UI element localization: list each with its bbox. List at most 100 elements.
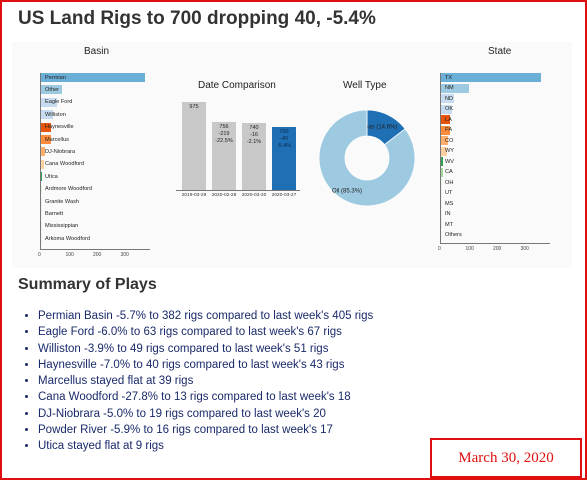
chart-row: WY — [440, 146, 550, 156]
chart-row: Barnett — [40, 209, 150, 219]
date-comparison-chart: 975 2019-03-29 756 -219 -22.5% 2020-02-28 740-… — [176, 100, 300, 198]
data-label-line: -22.5% — [215, 137, 233, 144]
data-label-line: -16 — [250, 132, 258, 139]
chart-row: Williston — [40, 110, 150, 120]
chart-row: MS — [440, 199, 550, 208]
chart-bar — [440, 157, 444, 166]
chart-bar — [440, 199, 442, 208]
category-label: Permian — [45, 74, 66, 81]
chart-bar — [40, 85, 62, 95]
category-label: MS — [445, 200, 454, 207]
tick-label: 0 — [438, 246, 441, 252]
category-label: 2020-03-20 — [241, 193, 267, 198]
category-label: OK — [445, 106, 454, 112]
x-axis — [40, 248, 150, 250]
category-label: WV — [445, 158, 455, 165]
chart-bar — [440, 94, 455, 103]
category-label: OH — [445, 179, 454, 186]
chart-row: Permian — [40, 73, 150, 82]
chart-row: DJ-Niobrara — [40, 147, 150, 157]
data-label-line: 975 — [189, 104, 199, 111]
category-label: Eagle Ford — [45, 99, 73, 106]
chart-row: WV — [440, 157, 550, 166]
category-label: Mississippian — [45, 223, 79, 230]
category-label: Ardmore Woodford — [45, 186, 93, 193]
category-label: Marcellus — [45, 136, 69, 143]
category-label: Granite Wash — [45, 198, 79, 205]
chart-row: MT — [440, 220, 550, 229]
category-label: TX — [445, 74, 453, 81]
chart-row: OH — [440, 178, 550, 187]
chart-row: Eagle Ford — [40, 97, 150, 107]
data-label: 975 — [182, 104, 206, 111]
chart-bar — [40, 221, 42, 231]
tick-label: 300 — [120, 251, 129, 258]
chart-bar — [40, 159, 44, 169]
list-item: Marcellus stayed flat at 39 rigs — [38, 373, 468, 389]
basin-chart-title: Basin — [84, 46, 110, 57]
data-label-line: -2.1% — [246, 139, 262, 146]
category-label: CA — [445, 169, 453, 175]
chart-bar — [440, 230, 442, 240]
chart-row: Granite Wash — [40, 197, 150, 206]
chart-row: TX — [440, 73, 550, 82]
category-label: Utica — [45, 173, 58, 180]
y-axis — [40, 73, 41, 249]
chart-row: NM — [440, 83, 550, 93]
chart-bar — [242, 123, 266, 190]
chart-bar — [40, 135, 51, 144]
category-label: IN — [445, 211, 451, 217]
slice-label: Gas (14.6%) — [364, 125, 398, 131]
category-label: Cana Woodford — [45, 161, 85, 168]
chart-bar — [40, 197, 42, 206]
slice-label: Oil (85.3%) — [332, 188, 362, 194]
data-label-line: 700 — [279, 129, 289, 135]
list-item: Cana Woodford -27.8% to 13 rigs compared… — [38, 389, 468, 405]
chart-bar — [40, 147, 46, 157]
chart-row: Utica — [40, 172, 150, 182]
date-stamp: March 30, 2020 — [430, 438, 582, 478]
chart-bar — [440, 83, 469, 93]
category-label: WY — [445, 148, 455, 154]
chart-row: Marcellus — [40, 135, 150, 144]
chart-row: Mississippian — [40, 221, 150, 231]
pie-slice — [318, 109, 416, 207]
state-chart-title: State — [488, 46, 512, 57]
chart-row: Others — [440, 230, 550, 240]
category-label: LA — [445, 116, 452, 123]
chart-bar — [440, 188, 443, 198]
chart-row: CA — [440, 167, 550, 177]
category-label: 2020-02-28 — [211, 193, 237, 198]
state-chart: TX NM ND OK LA PA CO WY WV CA OH UT MS IN MT Others 0 100… — [438, 73, 555, 252]
x-axis — [176, 190, 300, 191]
chart-bar — [440, 178, 443, 187]
chart-bar — [40, 234, 42, 244]
chart-bar — [40, 122, 51, 132]
chart-row: UT — [440, 188, 550, 198]
category-label: MT — [445, 221, 454, 228]
chart-bar — [440, 136, 449, 145]
data-label-line: -40 — [280, 136, 288, 142]
category-label: Barnett — [45, 210, 64, 217]
chart-bar — [440, 125, 451, 135]
page-title: US Land Rigs to 700 dropping 40, -5.4% — [18, 8, 376, 29]
category-label: PA — [445, 127, 453, 133]
list-item: Williston -3.9% to 49 rigs compared to l… — [38, 341, 468, 357]
chart-row: CO — [440, 136, 550, 145]
chart-bar — [40, 73, 146, 82]
date-comparison-title: Date Comparison — [198, 80, 276, 91]
chart-row: Cana Woodford — [40, 159, 150, 169]
list-item: Powder River -5.9% to 16 rigs compared t… — [38, 422, 468, 438]
list-item: Haynesville -7.0% to 40 rigs compared to… — [38, 357, 468, 373]
chart-bar — [272, 127, 296, 190]
category-label: Arkoma Woodford — [45, 235, 90, 242]
data-label-line: 740 — [249, 125, 259, 132]
data-label: 756 -219 -22.5% — [212, 124, 236, 145]
data-label-line: -219 — [218, 130, 230, 137]
chart-bar — [40, 110, 54, 120]
chart-bar — [40, 184, 42, 194]
x-axis — [440, 243, 550, 244]
chart-bar — [440, 220, 442, 229]
tick-label: 0 — [38, 251, 41, 258]
